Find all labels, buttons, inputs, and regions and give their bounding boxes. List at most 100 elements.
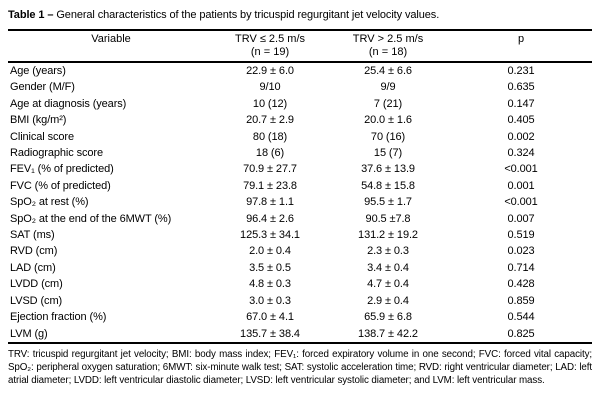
column-header-variable: Variable [8, 29, 214, 63]
table-row: Age at diagnosis (years) 10 (12) 7 (21) … [8, 96, 592, 112]
cell-group2: 65.9 ± 6.8 [364, 311, 412, 324]
cell-group2: 95.5 ± 1.7 [364, 196, 412, 209]
cell-group1: 22.9 ± 6.0 [246, 65, 294, 77]
cell-group2: 2.9 ± 0.4 [367, 294, 409, 307]
cell-group1: 9/10 [259, 81, 281, 94]
cell-group1: 125.3 ± 34.1 [240, 229, 300, 242]
cell-group2: 7 (21) [373, 97, 403, 110]
table-row: LVM (g) 135.7 ± 38.4 138.7 ± 42.2 0.825 [8, 325, 592, 344]
cell-p-value: 0.825 [450, 325, 592, 344]
cell-group1: 96.4 ± 2.6 [246, 212, 294, 225]
cell-p-value: <0.001 [504, 196, 538, 209]
header-row: Variable TRV ≤ 2.5 m/s (n = 19) TRV > 2.… [8, 29, 592, 63]
cell-p-value: <0.001 [504, 163, 538, 176]
column-header-trv-low: TRV ≤ 2.5 m/s (n = 19) [214, 29, 326, 63]
cell-p-value: 0.001 [507, 179, 535, 192]
header-label: p [517, 33, 525, 45]
header-sublabel [450, 46, 592, 59]
table-row: SAT (ms) 125.3 ± 34.1 131.2 ± 19.2 0.519 [8, 227, 592, 243]
table-row: LVSD (cm) 3.0 ± 0.3 2.9 ± 0.4 0.859 [8, 293, 592, 309]
paper-table-figure: Table 1 – General characteristics of the… [8, 9, 592, 386]
cell-variable: FVC (% of predicted) [10, 179, 111, 192]
header-sublabel [8, 46, 214, 59]
table-row: LAD (cm) 3.5 ± 0.5 3.4 ± 0.4 0.714 [8, 260, 592, 276]
cell-group1: 4.8 ± 0.3 [249, 278, 291, 291]
cell-variable: LVDD (cm) [10, 278, 63, 291]
cell-p-value: 0.544 [507, 311, 535, 324]
cell-p-value: 0.635 [507, 81, 535, 94]
table-row: BMI (kg/m²) 20.7 ± 2.9 20.0 ± 1.6 0.405 [8, 112, 592, 128]
table-row: Age (years) 22.9 ± 6.0 25.4 ± 6.6 0.231 [8, 62, 592, 79]
cell-group1: 67.0 ± 4.1 [246, 311, 294, 324]
cell-group1: 20.7 ± 2.9 [246, 114, 294, 127]
cell-p-value: 0.007 [507, 212, 535, 225]
cell-group2: 2.3 ± 0.3 [367, 245, 409, 258]
table-row: FVC (% of predicted) 79.1 ± 23.8 54.8 ± … [8, 178, 592, 194]
cell-p-value: 0.002 [507, 130, 535, 143]
table-caption: Table 1 – General characteristics of the… [8, 9, 592, 22]
cell-group1: 80 (18) [252, 130, 288, 143]
table-row: Clinical score 80 (18) 70 (16) 0.002 [8, 129, 592, 145]
cell-group2: 70 (16) [370, 130, 406, 143]
cell-variable: SpO₂ at rest (%) [10, 196, 89, 209]
cell-group2: 90.5 ±7.8 [365, 212, 411, 225]
table-row: FEV₁ (% of predicted) 70.9 ± 27.7 37.6 ±… [8, 161, 592, 177]
cell-group1: 135.7 ± 38.4 [214, 325, 326, 344]
header-label: TRV > 2.5 m/s [352, 33, 424, 45]
header-sublabel: (n = 18) [368, 46, 408, 58]
table-row: SpO₂ at the end of the 6MWT (%) 96.4 ± 2… [8, 211, 592, 227]
cell-variable: Radiographic score [10, 147, 103, 160]
cell-group2: 15 (7) [373, 147, 403, 160]
cell-group2: 25.4 ± 6.6 [364, 65, 412, 77]
header-label: Variable [91, 33, 131, 45]
column-header-p: p [450, 29, 592, 63]
cell-variable: LVSD (cm) [10, 294, 63, 307]
cell-group2: 54.8 ± 15.8 [361, 179, 415, 192]
table-number: Table 1 – [8, 9, 54, 21]
cell-group2: 9/9 [380, 81, 396, 94]
header-label: TRV ≤ 2.5 m/s [234, 33, 306, 45]
table-row: Radiographic score 18 (6) 15 (7) 0.324 [8, 145, 592, 161]
cell-p-value: 0.147 [507, 97, 535, 110]
cell-group2: 20.0 ± 1.6 [364, 114, 412, 127]
cell-variable: LAD (cm) [10, 261, 56, 274]
cell-group1: 10 (12) [252, 97, 288, 110]
cell-p-value: 0.428 [507, 278, 535, 291]
cell-group2: 3.4 ± 0.4 [367, 261, 409, 274]
cell-variable: RVD (cm) [10, 245, 58, 258]
cell-p-value: 0.405 [507, 114, 535, 127]
characteristics-table: Variable TRV ≤ 2.5 m/s (n = 19) TRV > 2.… [8, 29, 592, 344]
cell-p-value: 0.231 [507, 65, 535, 77]
table-row: LVDD (cm) 4.8 ± 0.3 4.7 ± 0.4 0.428 [8, 276, 592, 292]
cell-group1: 3.5 ± 0.5 [249, 261, 291, 274]
cell-p-value: 0.519 [507, 229, 535, 242]
table-row: RVD (cm) 2.0 ± 0.4 2.3 ± 0.3 0.023 [8, 243, 592, 259]
cell-group1: 70.9 ± 27.7 [243, 163, 297, 176]
cell-p-value: 0.023 [507, 245, 535, 258]
cell-group1: 79.1 ± 23.8 [243, 179, 297, 192]
cell-group2: 4.7 ± 0.4 [367, 278, 409, 291]
cell-variable: Gender (M/F) [10, 81, 75, 94]
header-sublabel: (n = 19) [250, 46, 290, 58]
cell-group2: 37.6 ± 13.9 [361, 163, 415, 176]
table-row: Gender (M/F) 9/10 9/9 0.635 [8, 79, 592, 95]
cell-variable: SpO₂ at the end of the 6MWT (%) [10, 212, 172, 225]
table-footnote: TRV: tricuspid regurgitant jet velocity;… [8, 348, 592, 386]
cell-group2: 138.7 ± 42.2 [326, 325, 450, 344]
cell-group1: 97.8 ± 1.1 [246, 196, 294, 209]
cell-group1: 2.0 ± 0.4 [249, 245, 291, 258]
cell-p-value: 0.324 [507, 147, 535, 160]
cell-variable: Age (years) [10, 65, 66, 77]
cell-group1: 18 (6) [255, 147, 285, 160]
table-caption-text: General characteristics of the patients … [56, 9, 440, 21]
cell-p-value: 0.859 [507, 294, 535, 307]
table-row: Ejection fraction (%) 67.0 ± 4.1 65.9 ± … [8, 309, 592, 325]
cell-variable: Clinical score [10, 130, 75, 143]
cell-variable: Ejection fraction (%) [10, 311, 107, 324]
cell-variable: FEV₁ (% of predicted) [10, 163, 114, 176]
table-row: SpO₂ at rest (%) 97.8 ± 1.1 95.5 ± 1.7 <… [8, 194, 592, 210]
cell-variable: LVM (g) [8, 325, 214, 344]
cell-group2: 131.2 ± 19.2 [358, 229, 418, 242]
cell-variable: Age at diagnosis (years) [10, 97, 127, 110]
cell-variable: SAT (ms) [10, 229, 55, 242]
